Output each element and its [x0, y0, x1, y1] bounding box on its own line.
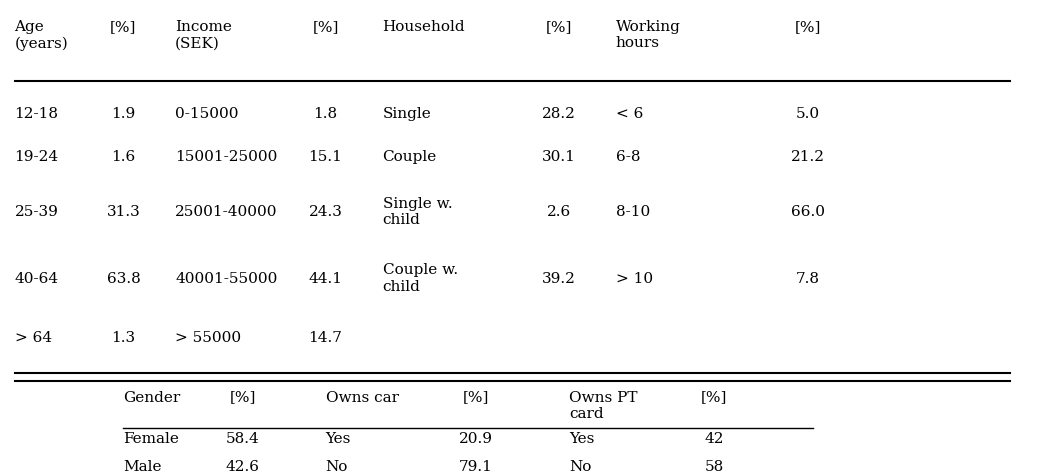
Text: [%]: [%] — [545, 20, 572, 34]
Text: No: No — [326, 459, 348, 473]
Text: 42: 42 — [704, 432, 724, 446]
Text: 24.3: 24.3 — [308, 205, 343, 219]
Text: Household: Household — [382, 20, 465, 34]
Text: 2.6: 2.6 — [547, 205, 571, 219]
Text: Single w.
child: Single w. child — [382, 197, 452, 227]
Text: 40001-55000: 40001-55000 — [176, 271, 278, 285]
Text: [%]: [%] — [110, 20, 137, 34]
Text: Owns car: Owns car — [326, 390, 398, 404]
Text: Male: Male — [123, 459, 162, 473]
Text: 63.8: 63.8 — [107, 271, 140, 285]
Text: > 55000: > 55000 — [176, 330, 241, 344]
Text: Yes: Yes — [326, 432, 351, 446]
Text: Owns PT
card: Owns PT card — [570, 390, 637, 420]
Text: No: No — [570, 459, 591, 473]
Text: Gender: Gender — [123, 390, 181, 404]
Text: 58.4: 58.4 — [226, 432, 259, 446]
Text: Female: Female — [123, 432, 180, 446]
Text: 15.1: 15.1 — [308, 150, 343, 164]
Text: 58: 58 — [704, 459, 724, 473]
Text: 5.0: 5.0 — [795, 107, 819, 120]
Text: 8-10: 8-10 — [616, 205, 650, 219]
Text: Single: Single — [382, 107, 432, 120]
Text: 44.1: 44.1 — [308, 271, 343, 285]
Text: 20.9: 20.9 — [459, 432, 493, 446]
Text: 39.2: 39.2 — [542, 271, 576, 285]
Text: Working
hours: Working hours — [616, 20, 680, 50]
Text: 1.9: 1.9 — [111, 107, 136, 120]
Text: 40-64: 40-64 — [15, 271, 59, 285]
Text: > 64: > 64 — [15, 330, 51, 344]
Text: 6-8: 6-8 — [616, 150, 641, 164]
Text: 42.6: 42.6 — [226, 459, 259, 473]
Text: 79.1: 79.1 — [459, 459, 493, 473]
Text: Couple: Couple — [382, 150, 437, 164]
Text: 66.0: 66.0 — [791, 205, 825, 219]
Text: [%]: [%] — [312, 20, 339, 34]
Text: 1.8: 1.8 — [314, 107, 338, 120]
Text: Yes: Yes — [570, 432, 595, 446]
Text: 25001-40000: 25001-40000 — [176, 205, 278, 219]
Text: > 10: > 10 — [616, 271, 653, 285]
Text: 15001-25000: 15001-25000 — [176, 150, 278, 164]
Text: 1.6: 1.6 — [111, 150, 136, 164]
Text: 1.3: 1.3 — [112, 330, 136, 344]
Text: [%]: [%] — [463, 390, 489, 404]
Text: 25-39: 25-39 — [15, 205, 59, 219]
Text: 21.2: 21.2 — [791, 150, 825, 164]
Text: [%]: [%] — [794, 20, 820, 34]
Text: Income
(SEK): Income (SEK) — [176, 20, 232, 50]
Text: Age
(years): Age (years) — [15, 20, 68, 51]
Text: < 6: < 6 — [616, 107, 643, 120]
Text: 31.3: 31.3 — [107, 205, 140, 219]
Text: 28.2: 28.2 — [542, 107, 576, 120]
Text: Couple w.
child: Couple w. child — [382, 263, 458, 293]
Text: [%]: [%] — [230, 390, 256, 404]
Text: 12-18: 12-18 — [15, 107, 59, 120]
Text: 14.7: 14.7 — [308, 330, 343, 344]
Text: 0-15000: 0-15000 — [176, 107, 238, 120]
Text: 19-24: 19-24 — [15, 150, 59, 164]
Text: 7.8: 7.8 — [795, 271, 819, 285]
Text: [%]: [%] — [701, 390, 727, 404]
Text: 30.1: 30.1 — [542, 150, 576, 164]
